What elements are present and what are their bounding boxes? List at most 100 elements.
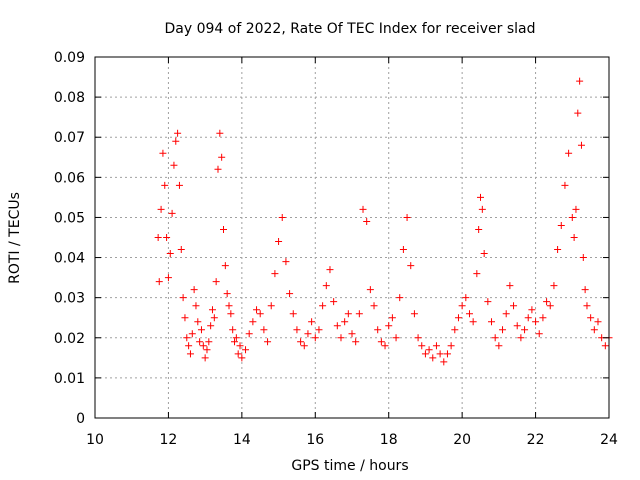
- data-point: [242, 346, 250, 354]
- x-tick-label: 18: [380, 432, 398, 448]
- data-point: [275, 238, 283, 246]
- data-point: [568, 213, 576, 221]
- data-point: [289, 310, 297, 318]
- data-point: [315, 326, 323, 334]
- data-point: [304, 330, 312, 338]
- data-point: [319, 302, 327, 310]
- data-point: [207, 322, 215, 330]
- y-tick-label: 0.04: [54, 251, 85, 267]
- data-point: [183, 334, 191, 342]
- data-point: [374, 326, 382, 334]
- data-point: [175, 181, 183, 189]
- data-point: [410, 310, 418, 318]
- data-point: [220, 225, 227, 233]
- data-point: [590, 326, 598, 334]
- data-point: [576, 77, 584, 85]
- data-point: [403, 213, 411, 221]
- data-point: [543, 298, 551, 306]
- data-point: [225, 302, 233, 310]
- x-tick-label: 22: [527, 432, 545, 448]
- data-point: [385, 322, 393, 330]
- data-point: [163, 234, 171, 241]
- data-point: [524, 314, 532, 322]
- data-point: [510, 302, 518, 310]
- data-point: [155, 278, 163, 286]
- data-point: [181, 314, 189, 322]
- data-point: [333, 322, 341, 330]
- y-tick-label: 0.05: [54, 210, 85, 226]
- data-point: [214, 165, 222, 173]
- plot-frame: [94, 56, 610, 419]
- data-point: [554, 246, 562, 254]
- data-point: [188, 330, 196, 338]
- data-point: [488, 318, 496, 326]
- data-point: [208, 306, 216, 314]
- data-point: [581, 286, 589, 294]
- data-point: [216, 129, 224, 137]
- data-point: [443, 350, 451, 358]
- x-tick-label: 10: [86, 432, 104, 448]
- data-point: [229, 326, 237, 334]
- data-point: [484, 298, 492, 306]
- x-tick-label: 12: [160, 432, 178, 448]
- data-point: [179, 294, 187, 302]
- data-point: [440, 358, 448, 366]
- y-tick-label: 0: [76, 411, 85, 427]
- data-point: [359, 205, 367, 213]
- data-point: [234, 350, 242, 358]
- data-point: [177, 246, 185, 254]
- data-point: [513, 322, 521, 330]
- y-tick-label: 0.01: [54, 371, 85, 387]
- data-point: [278, 213, 286, 221]
- data-point: [205, 338, 213, 346]
- data-point: [170, 161, 178, 169]
- data-point: [197, 326, 205, 334]
- y-tick-label: 0.03: [54, 291, 85, 307]
- data-point: [245, 330, 253, 338]
- data-point: [570, 234, 578, 241]
- data-point: [506, 282, 514, 290]
- data-point: [462, 294, 470, 302]
- data-point: [539, 314, 547, 322]
- data-point: [330, 298, 338, 306]
- grid-lines: [95, 57, 609, 418]
- data-point: [238, 354, 246, 362]
- data-point: [253, 306, 261, 314]
- data-point: [286, 290, 294, 298]
- data-point: [363, 217, 371, 225]
- y-tick-label: 0.08: [54, 90, 85, 106]
- data-point: [322, 282, 330, 290]
- data-point: [231, 338, 239, 346]
- data-point: [271, 270, 279, 278]
- data-point: [218, 153, 226, 161]
- x-tick-label: 24: [600, 432, 618, 448]
- data-point: [166, 250, 174, 258]
- data-point: [196, 338, 204, 346]
- data-point: [579, 254, 587, 262]
- data-point: [223, 290, 231, 298]
- data-point: [454, 314, 462, 322]
- data-point: [159, 149, 167, 157]
- data-point: [377, 338, 385, 346]
- data-point: [587, 314, 595, 322]
- data-point: [392, 334, 400, 342]
- data-point: [447, 342, 455, 350]
- chart-title: Day 094 of 2022, Rate Of TEC Index for r…: [164, 21, 535, 37]
- data-point: [366, 286, 374, 294]
- data-point: [381, 342, 389, 350]
- data-point: [421, 350, 429, 358]
- y-tick-label: 0.02: [54, 331, 85, 347]
- data-point: [546, 302, 554, 310]
- data-point: [521, 326, 529, 334]
- data-point: [528, 306, 536, 314]
- data-point: [418, 342, 426, 350]
- data-point: [236, 342, 244, 350]
- data-point: [154, 234, 162, 241]
- data-point: [267, 302, 275, 310]
- x-axis-ticks: 10 12 14 16 18 20 22 24: [86, 57, 618, 448]
- data-point: [469, 318, 477, 326]
- data-point: [561, 181, 569, 189]
- y-axis-ticks: 0 0.01 0.02 0.03 0.04 0.05 0.06 0.07 0.08 0.09: [54, 50, 609, 427]
- data-point: [572, 205, 580, 213]
